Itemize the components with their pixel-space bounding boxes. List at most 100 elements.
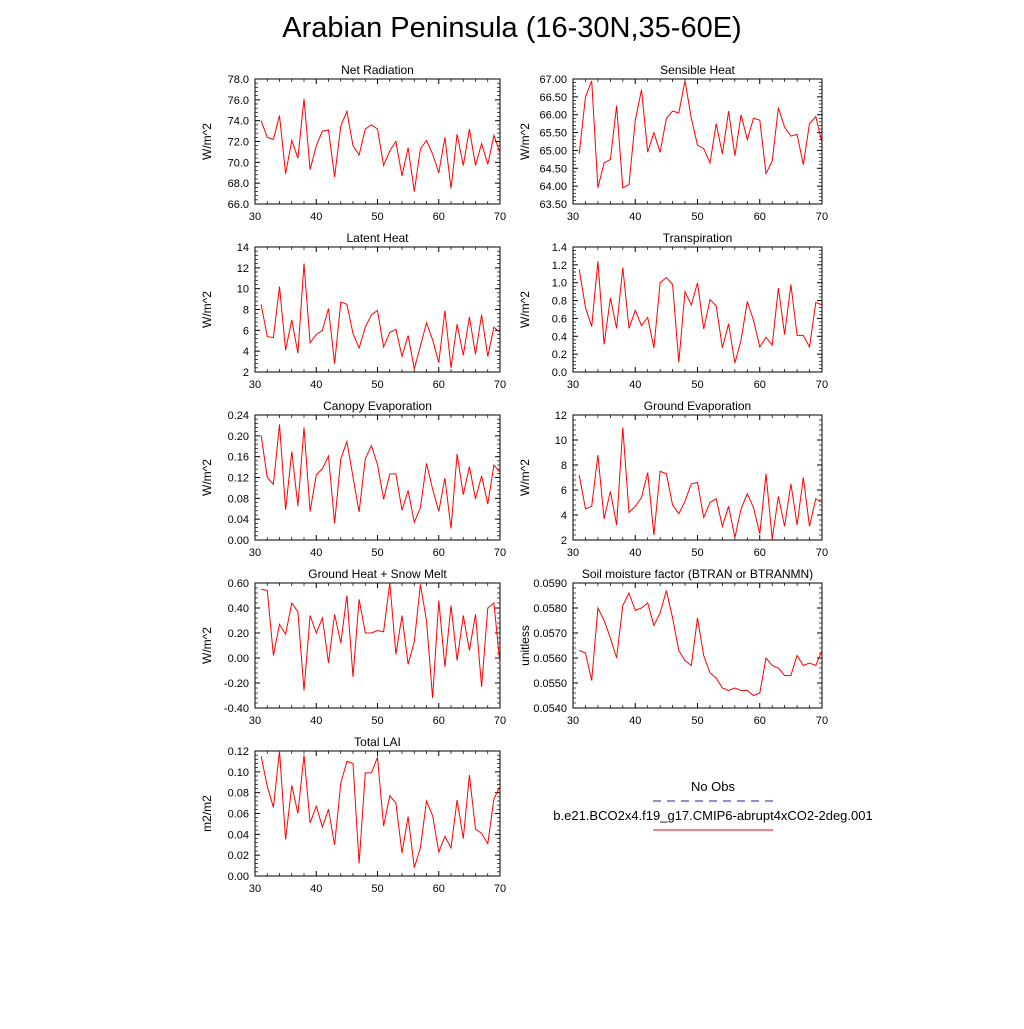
y-tick-label: 0.08 [228, 493, 249, 505]
x-tick-label: 40 [310, 883, 322, 895]
x-tick-label: 60 [433, 211, 445, 223]
y-axis-label: W/m^2 [518, 291, 532, 328]
x-tick-label: 50 [691, 379, 703, 391]
x-tick-label: 30 [567, 547, 579, 559]
x-tick-label: 60 [433, 715, 445, 727]
series-line-0 [260, 750, 501, 868]
chart-panel-5: Ground Evaporation W/m^2 30 40 50 60 70 2 4 6 8 10 1… [518, 399, 828, 559]
panel-title: Transpiration [663, 231, 733, 245]
y-tick-label: 6 [243, 325, 249, 337]
y-tick-label: 8 [561, 460, 567, 472]
series-line-0 [579, 590, 823, 697]
plot-frame [254, 582, 501, 709]
chart-panel-7: Soil moisture factor (BTRAN or BTRANMN) u… [518, 567, 828, 727]
chart-panel-0: Net Radiation W/m^2 30 40 50 60 70 66.0 68.0 70.0… [200, 63, 506, 223]
y-axis-label: unitless [518, 625, 532, 666]
y-tick-label: 0.02 [228, 850, 249, 862]
panel-title: Ground Evaporation [644, 399, 751, 413]
y-tick-label: 0.0580 [533, 603, 567, 615]
y-tick-label: 0.0 [552, 367, 567, 379]
series-line-0 [260, 98, 501, 192]
x-tick-label: 70 [494, 547, 506, 559]
x-tick-label: 60 [754, 211, 766, 223]
series-line-0 [260, 424, 501, 529]
y-axis-label: W/m^2 [200, 627, 214, 664]
y-tick-label: 12 [555, 410, 567, 422]
plot-frame [572, 78, 823, 205]
x-tick-label: 40 [310, 211, 322, 223]
y-axis-label: W/m^2 [518, 123, 532, 160]
y-tick-label: 0.06 [228, 809, 249, 821]
x-tick-label: 60 [754, 379, 766, 391]
x-tick-label: 50 [371, 883, 383, 895]
y-axis-label: W/m^2 [200, 459, 214, 496]
legend: No Obs b.e21.BCO2x4.f19_g17.CMIP6-abrupt… [553, 779, 873, 831]
panel-title: Sensible Heat [660, 63, 735, 77]
y-tick-label: -0.40 [224, 703, 249, 715]
y-tick-label: 0.00 [228, 871, 249, 883]
y-tick-label: 12 [237, 263, 249, 275]
panel-title: Net Radiation [341, 63, 414, 77]
x-tick-label: 30 [249, 379, 261, 391]
x-tick-label: 30 [567, 715, 579, 727]
y-tick-label: 10 [555, 435, 567, 447]
y-tick-label: 76.0 [228, 95, 249, 107]
x-tick-label: 40 [310, 379, 322, 391]
y-tick-label: 0.0550 [533, 678, 567, 690]
series-line-0 [261, 582, 501, 699]
series-line-0 [578, 80, 823, 189]
y-tick-label: 1.4 [552, 242, 567, 254]
y-tick-label: 0.0560 [533, 653, 567, 665]
y-tick-label: 70.0 [228, 157, 249, 169]
y-tick-label: 4 [243, 346, 249, 358]
y-tick-label: 74.0 [228, 116, 249, 128]
y-tick-label: 1.2 [552, 260, 567, 272]
y-tick-label: 67.00 [539, 74, 567, 86]
y-tick-label: 0.04 [228, 829, 249, 841]
chart-panel-1: Sensible Heat W/m^2 30 40 50 60 70 63.50 64.00 64… [518, 63, 828, 223]
series-line-0 [578, 427, 823, 539]
x-tick-label: 70 [494, 715, 506, 727]
panel-title: Total LAI [354, 735, 401, 749]
x-tick-label: 40 [629, 547, 641, 559]
chart-panel-3: Transpiration W/m^2 30 40 50 60 70 0.0 0.2 0.4 0.6… [518, 231, 828, 391]
y-tick-label: 64.00 [539, 181, 567, 193]
y-tick-label: 0.12 [228, 473, 249, 485]
panel-title: Canopy Evaporation [323, 399, 432, 413]
y-tick-label: 0.8 [552, 296, 567, 308]
x-tick-label: 30 [567, 211, 579, 223]
y-tick-label: 0.12 [228, 746, 249, 758]
y-tick-label: 2 [561, 535, 567, 547]
x-tick-label: 60 [754, 715, 766, 727]
y-tick-label: 0.16 [228, 452, 249, 464]
series-line-0 [578, 261, 823, 364]
x-tick-label: 70 [494, 883, 506, 895]
legend-obs-label: No Obs [691, 779, 736, 794]
x-tick-label: 30 [567, 379, 579, 391]
panel-title: Ground Heat + Snow Melt [308, 567, 447, 581]
y-axis-label: m2/m2 [200, 795, 214, 832]
y-tick-label: 0.20 [228, 628, 249, 640]
y-tick-label: 68.0 [228, 178, 249, 190]
y-axis-label: W/m^2 [518, 459, 532, 496]
y-tick-label: 4 [561, 510, 567, 522]
x-tick-label: 40 [629, 379, 641, 391]
y-tick-label: 6 [561, 485, 567, 497]
x-tick-label: 40 [629, 211, 641, 223]
y-tick-label: 78.0 [228, 74, 249, 86]
x-tick-label: 50 [371, 547, 383, 559]
x-tick-label: 60 [754, 547, 766, 559]
panel-title: Soil moisture factor (BTRAN or BTRANMN) [582, 567, 813, 581]
y-tick-label: 63.50 [539, 199, 567, 211]
y-tick-label: 0.10 [228, 767, 249, 779]
x-tick-label: 60 [433, 883, 445, 895]
y-tick-label: 65.00 [539, 145, 567, 157]
x-tick-label: 30 [249, 547, 261, 559]
plot-frame [572, 582, 823, 709]
chart-panel-4: Canopy Evaporation W/m^2 30 40 50 60 70 0.00 0.0… [200, 399, 506, 559]
y-tick-label: 66.00 [539, 110, 567, 122]
x-tick-label: 70 [494, 211, 506, 223]
y-tick-label: 0.00 [228, 535, 249, 547]
y-tick-label: 72.0 [228, 137, 249, 149]
